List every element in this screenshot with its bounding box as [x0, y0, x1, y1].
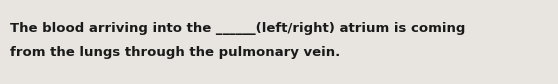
Text: from the lungs through the pulmonary vein.: from the lungs through the pulmonary vei… — [10, 46, 340, 59]
Text: The blood arriving into the ______(left/right) atrium is coming: The blood arriving into the ______(left/… — [10, 22, 465, 35]
